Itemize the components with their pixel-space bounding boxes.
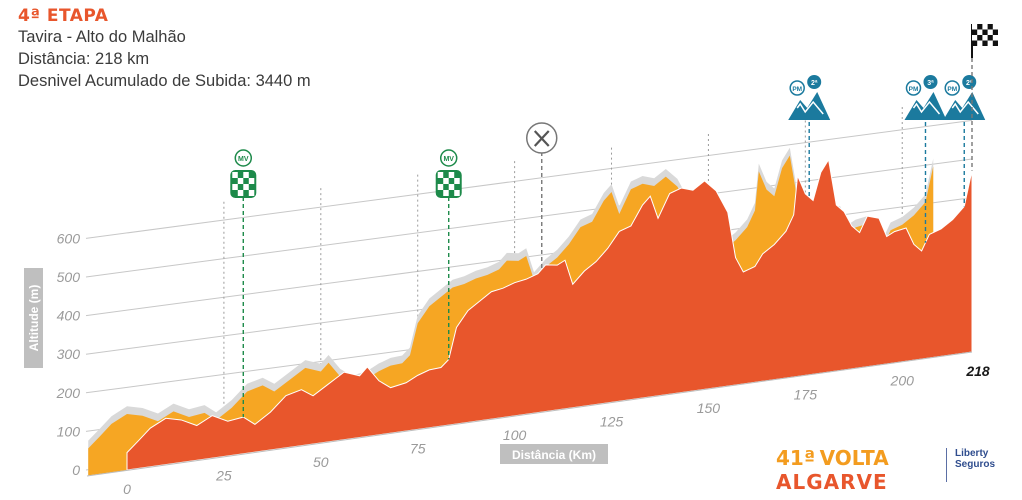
- sponsor-subtitle: Seguros: [955, 459, 996, 470]
- climb-category-label: 3ª: [927, 80, 934, 87]
- route-name: Tavira - Alto do Malhão: [18, 28, 186, 46]
- checker-cell: [977, 29, 983, 35]
- sponsor-logo: Liberty Seguros: [946, 448, 1017, 482]
- y-axis-label: Altitude (m): [27, 285, 41, 352]
- checker-cell: [248, 190, 255, 196]
- climb-badge-label: PM: [792, 86, 802, 93]
- climb-badge: [905, 80, 922, 96]
- y-tick-label: 400: [57, 308, 81, 324]
- checker-cell: [982, 24, 988, 30]
- race-logo: 41ª VOLTA ALGARVE: [776, 446, 889, 494]
- checker-cell: [448, 184, 455, 190]
- checker-cell: [243, 172, 249, 178]
- checker-cell: [232, 184, 238, 190]
- finish-flag-icon: [971, 24, 998, 58]
- x-axis-label: Distância (Km): [512, 448, 596, 462]
- mountain-pattern: [912, 100, 941, 115]
- climb-category-label: 2ª: [966, 80, 973, 87]
- climb-badge: [944, 80, 960, 96]
- logo-word-algarve: ALGARVE: [776, 470, 888, 494]
- checker-cell: [972, 35, 978, 41]
- mountain-pattern: [796, 100, 824, 115]
- checker-cell: [972, 24, 978, 30]
- category-badge: [923, 75, 938, 89]
- mountain-climb-icon: PM 3ª: [904, 75, 947, 120]
- checker-cell: [237, 190, 244, 196]
- y-tick-label: 300: [57, 346, 81, 362]
- y-tick-label: 0: [72, 462, 80, 478]
- x-tick-label: 175: [794, 386, 818, 402]
- y-tick-label: 200: [56, 385, 81, 401]
- profile-area: [126, 158, 973, 471]
- checker-cell: [237, 178, 244, 184]
- knife-icon: [533, 130, 550, 147]
- checker-cell: [443, 190, 449, 196]
- stage-info: 4ª ETAPA Tavira - Alto do Malhão Distânc…: [18, 6, 311, 92]
- feed-zone-icon: [525, 122, 558, 154]
- x-axis-line: [86, 351, 973, 477]
- stage-distance: Distância: 218 km: [18, 50, 150, 68]
- x-tick-label: 150: [697, 400, 721, 416]
- y-tick-label: 100: [57, 423, 81, 439]
- x-tick-label: 218: [965, 363, 990, 379]
- checker-cell: [454, 178, 460, 184]
- checker-cell: [987, 29, 993, 35]
- x-tick-label: 100: [503, 427, 527, 443]
- y-axis-label-box: [24, 268, 43, 368]
- checker-cell: [443, 178, 449, 184]
- y-tick-label: 500: [57, 269, 81, 285]
- climb-badge: [789, 80, 805, 96]
- checker-cell: [448, 172, 455, 178]
- x-tick-label: 50: [313, 454, 329, 470]
- checker-cell: [977, 40, 983, 46]
- category-badge: [962, 75, 977, 89]
- mountain-climb-icon: PM 2ª: [943, 75, 986, 120]
- checker-cell: [454, 190, 460, 196]
- category-badge: [807, 75, 822, 89]
- checker-cell: [243, 184, 249, 190]
- sprint-badge-label: MV: [238, 156, 249, 163]
- sprint-marker-icon: MV: [435, 149, 462, 198]
- checker-cell: [982, 35, 988, 41]
- checker-cell: [437, 184, 444, 190]
- checker-cell: [437, 172, 444, 178]
- x-tick-label: 200: [890, 373, 915, 389]
- stage-title: 4ª ETAPA: [18, 6, 109, 26]
- sprint-marker-icon: MV: [230, 149, 257, 198]
- checker-cell: [987, 40, 993, 46]
- mountain-climb-icon: PM 2ª: [788, 75, 831, 120]
- logo-word-volta: VOLTA: [819, 446, 889, 470]
- sprint-badge: [234, 149, 253, 167]
- y-tick-label: 600: [57, 230, 81, 246]
- checker-cell: [248, 178, 255, 184]
- checker-cell: [232, 172, 238, 178]
- climb-category-label: 2ª: [811, 80, 818, 87]
- mountain-pattern: [951, 100, 979, 115]
- climb-badge-label: PM: [909, 86, 919, 93]
- climb-badge-label: PM: [947, 86, 957, 93]
- sprint-badge: [439, 149, 458, 167]
- sprint-badge-label: MV: [443, 156, 454, 163]
- stage-elevation-gain: Desnivel Acumulado de Subida: 3440 m: [18, 72, 311, 90]
- checker-cell: [992, 35, 998, 41]
- x-tick-label: 125: [600, 413, 624, 429]
- sponsor-name: Liberty: [955, 448, 989, 459]
- x-tick-label: 75: [410, 440, 426, 456]
- x-tick-label: 0: [123, 481, 131, 497]
- x-tick-label: 25: [215, 467, 232, 483]
- x-axis-label-box: [500, 444, 608, 464]
- grid-line-600: [85, 119, 973, 239]
- logo-edition: 41ª: [776, 446, 816, 470]
- checker-cell: [992, 24, 998, 30]
